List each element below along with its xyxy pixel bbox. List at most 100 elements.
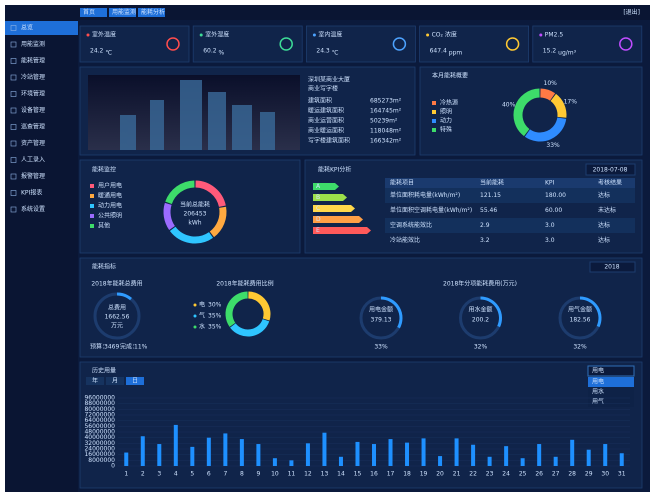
x-tick-label: 22 <box>469 471 477 478</box>
panel <box>79 25 190 63</box>
gauge-pct: 32% <box>573 344 587 351</box>
legend-label: 用户用电 <box>98 182 122 190</box>
x-tick-label: 7 <box>223 471 227 478</box>
legend-label: 气 <box>199 312 205 320</box>
gauge-pct: 32% <box>474 344 488 351</box>
period-tab[interactable] <box>106 377 124 385</box>
bar <box>487 456 492 466</box>
gauge-arc <box>579 296 602 328</box>
x-tick-label: 1 <box>124 471 128 478</box>
table-cell: 180.00 <box>545 192 566 199</box>
section-title: 2018年能耗总费用 <box>91 280 142 288</box>
bar <box>223 433 228 466</box>
tab[interactable] <box>80 8 107 17</box>
section-title: 2018年能耗费用比例 <box>216 280 273 288</box>
x-tick-label: 24 <box>502 471 510 478</box>
menu-item[interactable]: 人工录入 <box>21 156 45 164</box>
legend-swatch <box>90 224 94 228</box>
table-cell: 达标 <box>598 191 610 199</box>
y-tick-label: 32000000 <box>84 440 115 447</box>
grade-bar <box>313 227 371 234</box>
menu-icon <box>10 190 17 196</box>
env-icon <box>392 37 407 51</box>
menu-item[interactable]: 能耗管理 <box>21 57 45 65</box>
building-subtitle: 商业写字楼 <box>308 85 338 93</box>
bar <box>619 453 624 466</box>
gauge-unit: 万元 <box>111 323 123 330</box>
value-label: 30% <box>208 302 222 309</box>
table-cell: 3.0 <box>545 222 555 229</box>
menu-item[interactable]: 用能监测 <box>21 40 45 48</box>
gauge-label: 用气金额 <box>568 306 592 314</box>
option-label: 用水 <box>592 388 604 396</box>
menu-item[interactable]: KPI报表 <box>21 189 42 197</box>
menu-item[interactable]: 巡查管理 <box>21 123 45 131</box>
panel-title: 能耗KPI分析 <box>318 166 351 174</box>
tab-label: 首页 <box>83 8 95 16</box>
option[interactable] <box>588 387 634 397</box>
select[interactable] <box>587 365 635 377</box>
table-cell: 达标 <box>598 236 610 244</box>
menu-icon <box>10 157 17 163</box>
legend-label: 照明 <box>440 109 452 116</box>
env-label: 室外湿度 <box>205 31 229 39</box>
x-tick-label: 13 <box>321 471 329 478</box>
period-tab[interactable] <box>86 377 104 385</box>
x-tick-label: 17 <box>387 471 395 478</box>
buildings <box>120 80 275 150</box>
menu-item[interactable]: 报警管理 <box>21 172 45 180</box>
grade-bar <box>313 216 363 223</box>
env-unit: % <box>219 50 225 57</box>
panel <box>305 25 416 63</box>
gauge-label: 总费用 <box>108 304 126 312</box>
legend-label: 动力 <box>440 117 452 125</box>
menu-item[interactable]: 设备管理 <box>21 106 45 114</box>
logout[interactable]: [退出] <box>623 8 640 16</box>
legend-label: 电 <box>199 301 205 309</box>
table-header-cell: 能耗项目 <box>390 179 414 187</box>
tab[interactable] <box>109 8 136 17</box>
x-tick-label: 23 <box>486 471 494 478</box>
menu-item[interactable]: 系统设置 <box>21 205 45 213</box>
date-box[interactable] <box>585 163 636 176</box>
table-header <box>385 178 635 188</box>
option[interactable] <box>588 377 634 387</box>
env-label: 室内温度 <box>318 31 342 39</box>
tab[interactable] <box>138 8 165 17</box>
x-tick-label: 10 <box>271 471 279 478</box>
period-tab[interactable] <box>126 377 144 385</box>
x-tick-label: 15 <box>354 471 362 478</box>
legend-label: 特殊 <box>440 126 452 134</box>
menu-item[interactable]: 环境管理 <box>21 90 45 98</box>
gauge-label: 用水金额 <box>468 306 492 314</box>
menu-item[interactable]: 资产管理 <box>21 139 45 147</box>
x-tick-label: 27 <box>552 471 560 478</box>
legend-dot <box>193 314 197 318</box>
env-icon <box>619 37 633 51</box>
table-cell: 2.9 <box>480 222 490 229</box>
table-header-cell: 当前能耗 <box>480 179 504 187</box>
x-tick-label: 3 <box>157 471 161 478</box>
bar <box>372 444 376 466</box>
x-tick-label: 2 <box>141 471 145 478</box>
legend-swatch <box>90 194 94 198</box>
env-value: 15.2 <box>543 48 557 55</box>
panel <box>79 361 643 489</box>
x-tick-label: 9 <box>256 471 260 478</box>
donut-segment <box>524 117 567 142</box>
menu-item[interactable]: 冷站管理 <box>21 73 45 81</box>
donut-segment <box>163 202 176 231</box>
option[interactable] <box>588 397 634 407</box>
donut-segment <box>540 88 556 101</box>
donut-segment <box>165 180 195 205</box>
bar <box>570 439 575 466</box>
x-tick-label: 25 <box>519 471 527 478</box>
year-box[interactable] <box>589 261 636 273</box>
env-label: 室外温度 <box>92 31 116 39</box>
env-value: 647.4 <box>430 48 447 55</box>
bar <box>289 460 294 466</box>
menu-item[interactable]: 总览 <box>21 24 33 32</box>
grade-bar <box>313 183 339 190</box>
gauge-value: 1662.56 <box>105 314 130 321</box>
